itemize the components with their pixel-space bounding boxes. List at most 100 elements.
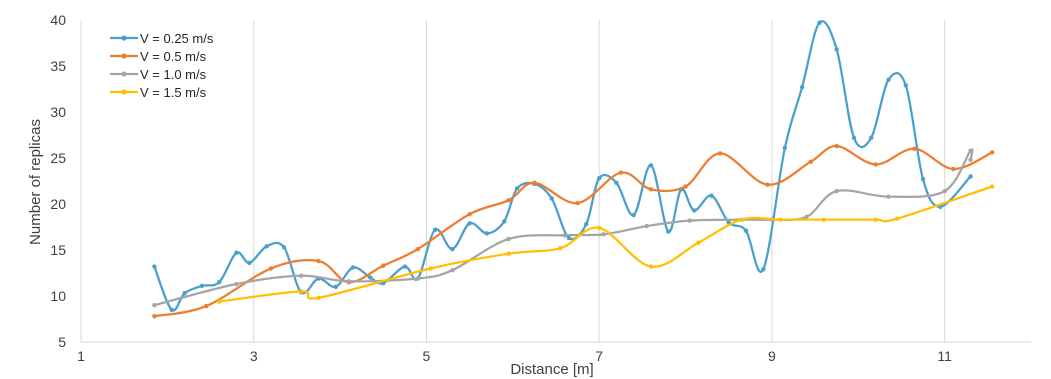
series-4	[216, 184, 995, 304]
legend-label: V = 0.25 m/s	[140, 31, 214, 46]
x-tick-label: 7	[595, 348, 603, 364]
data-point	[696, 240, 701, 245]
series-line	[154, 144, 993, 318]
data-point	[799, 84, 805, 90]
data-point	[648, 163, 654, 168]
data-point	[691, 208, 697, 213]
data-point	[316, 295, 321, 301]
data-point	[402, 264, 408, 269]
data-point	[281, 245, 287, 250]
x-tick-label: 3	[250, 348, 258, 364]
data-point	[368, 275, 373, 280]
data-point	[152, 303, 157, 308]
data-point	[558, 245, 563, 251]
x-tick-label: 5	[423, 348, 431, 364]
y-axis-title: Number of replicas	[27, 119, 44, 245]
legend-label: V = 0.5 m/s	[140, 49, 207, 64]
x-axis-title: Distance [m]	[510, 361, 593, 378]
data-point	[450, 246, 455, 252]
data-point	[834, 47, 839, 52]
data-point	[299, 273, 304, 278]
data-point	[428, 266, 433, 271]
data-point	[851, 135, 857, 140]
data-point	[683, 184, 688, 189]
data-point	[204, 303, 209, 309]
data-point	[169, 307, 174, 312]
data-point	[886, 194, 891, 199]
series-line	[153, 20, 972, 312]
data-point	[989, 184, 995, 189]
data-point	[989, 150, 995, 155]
data-point	[584, 222, 589, 227]
data-point	[152, 264, 157, 269]
data-point	[316, 258, 321, 264]
data-point	[942, 188, 947, 194]
x-tick-label: 1	[77, 348, 85, 364]
data-point	[333, 284, 338, 289]
legend-entry: V = 0.25 m/s	[110, 31, 214, 46]
x-tick-label: 11	[937, 348, 952, 364]
data-point	[268, 266, 274, 271]
data-point	[182, 291, 187, 296]
data-point	[532, 180, 537, 186]
data-point	[506, 198, 511, 203]
data-point	[299, 289, 304, 294]
data-point	[216, 299, 222, 304]
series-2	[152, 143, 995, 319]
legend-entry: V = 1.5 m/s	[110, 85, 207, 100]
y-tick-label: 25	[50, 150, 66, 166]
data-point	[415, 246, 421, 252]
data-point	[968, 174, 973, 179]
y-tick-label: 35	[50, 58, 66, 74]
data-point	[761, 267, 766, 272]
data-point	[601, 232, 606, 237]
data-point	[821, 217, 826, 222]
y-tick-label: 30	[50, 104, 66, 120]
legend-marker	[121, 53, 127, 59]
legend: V = 0.25 m/s V = 0.5 m/s V = 1.0 m/s V = 1.…	[110, 31, 214, 100]
legend-marker	[121, 89, 127, 95]
data-point	[687, 218, 693, 223]
data-point	[549, 196, 554, 201]
y-tick-label: 40	[50, 12, 66, 28]
data-point	[264, 244, 269, 249]
data-point	[484, 231, 490, 236]
data-point	[216, 280, 222, 285]
data-point	[894, 216, 900, 221]
data-point	[717, 151, 723, 156]
data-point	[575, 200, 580, 206]
legend-label: V = 1.5 m/s	[140, 85, 207, 100]
data-point	[666, 229, 671, 234]
data-point	[506, 251, 511, 256]
legend-marker	[121, 71, 127, 77]
data-point	[247, 260, 252, 266]
data-point	[834, 188, 839, 194]
y-tick-label: 15	[50, 242, 66, 258]
series-lines	[152, 20, 995, 319]
data-point	[234, 250, 239, 255]
data-point	[920, 176, 926, 182]
data-point	[903, 83, 908, 88]
data-point	[912, 146, 917, 151]
data-point	[873, 162, 878, 167]
data-point	[743, 228, 749, 233]
data-point	[765, 182, 770, 187]
data-point	[199, 283, 205, 289]
data-point	[432, 227, 438, 232]
series-line	[219, 185, 993, 303]
data-point	[886, 77, 891, 83]
data-point	[808, 159, 813, 164]
data-point	[566, 235, 572, 241]
gridlines	[80, 20, 946, 342]
data-point	[467, 221, 472, 226]
data-point	[381, 263, 386, 268]
data-point	[873, 217, 878, 222]
legend-marker	[121, 35, 127, 41]
data-point	[506, 236, 511, 242]
data-point	[834, 143, 839, 149]
data-point	[350, 265, 356, 270]
data-point	[501, 219, 507, 224]
data-point	[804, 214, 809, 220]
data-point	[968, 157, 973, 163]
